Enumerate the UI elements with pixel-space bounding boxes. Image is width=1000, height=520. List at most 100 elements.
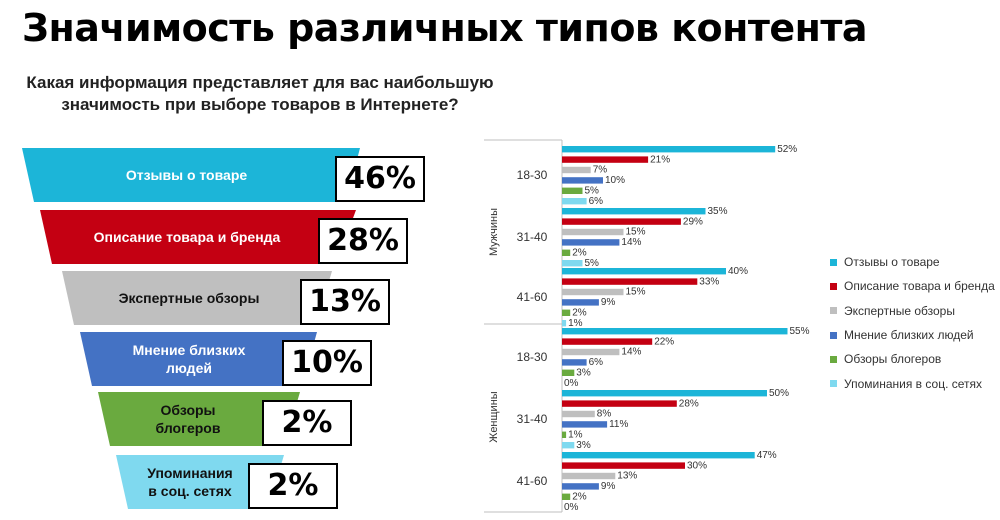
bar-value-label: 9%	[601, 481, 616, 492]
funnel-label: Упоминания в соц. сетях	[80, 464, 300, 500]
funnel-segment	[98, 392, 300, 446]
bar-value-label: 15%	[626, 227, 646, 238]
bar-value-label: 55%	[790, 326, 810, 337]
bar-value-label: 29%	[683, 216, 703, 227]
bar	[562, 228, 624, 236]
legend-item: Экспертные обзоры	[830, 299, 995, 323]
funnel-label-line: в соц. сетях	[148, 483, 232, 499]
funnel-percent-box: 13%	[300, 279, 390, 325]
funnel-label-line: Экспертные обзоры	[118, 290, 260, 306]
age-label: 31-40	[517, 412, 548, 426]
bar-value-label: 2%	[572, 492, 587, 503]
funnel-label-line: Описание товара и бренда	[93, 229, 281, 245]
gender-label: Мужчины	[488, 208, 500, 256]
bar-value-label: 52%	[777, 144, 797, 155]
bar	[562, 288, 624, 296]
funnel-segment	[22, 148, 360, 202]
question-line-1: Какая информация представляет для вас на…	[26, 73, 494, 92]
bar-value-label: 35%	[708, 206, 728, 217]
funnel-label-line: Упоминания	[147, 465, 233, 481]
question-line-2: значимость при выборе товаров в Интернет…	[61, 95, 459, 114]
bar-value-label: 8%	[597, 409, 612, 420]
bar	[562, 218, 681, 225]
funnel-segment	[80, 332, 317, 386]
bar	[562, 431, 567, 438]
funnel-percent-box: 46%	[335, 156, 425, 202]
funnel-label: Обзоры блогеров	[78, 401, 298, 437]
bar-value-label: 7%	[593, 165, 608, 176]
legend-label: Обзоры блогеров	[844, 352, 942, 367]
legend-item: Упоминания в соц. сетях	[830, 371, 995, 395]
legend-item: Обзоры блогеров	[830, 347, 995, 371]
legend-swatch	[830, 282, 837, 290]
legend-swatch	[830, 380, 837, 388]
bar-value-label: 0%	[564, 378, 579, 389]
funnel-label: Мнение близких людей	[79, 341, 299, 377]
bar-value-label: 3%	[576, 440, 591, 451]
bar	[562, 268, 726, 275]
legend-label: Упоминания в соц. сетях	[844, 376, 982, 391]
legend-label: Описание товара и бренда	[844, 279, 995, 294]
bar	[562, 400, 677, 407]
funnel-percent-box: 10%	[282, 340, 372, 386]
bar	[562, 442, 575, 449]
bar	[562, 299, 599, 306]
bar-value-label: 14%	[621, 237, 641, 248]
age-label: 41-60	[517, 474, 548, 488]
bar	[562, 328, 788, 335]
bar	[562, 187, 583, 194]
bar	[562, 156, 649, 163]
funnel-label: Описание товара и бренда	[77, 228, 297, 246]
funnel-percent-box: 2%	[248, 463, 338, 509]
bar	[562, 483, 599, 490]
bar-value-label: 3%	[576, 368, 591, 379]
bar-value-label: 14%	[621, 347, 641, 358]
page-title: Значимость различных типов контента	[22, 6, 868, 50]
funnel-percent-box: 28%	[318, 218, 408, 264]
gender-label: Женщины	[488, 391, 500, 442]
bar-value-label: 10%	[605, 175, 625, 186]
bar-value-label: 40%	[728, 266, 748, 277]
bar	[562, 338, 653, 345]
chart-legend: Отзывы о товаре Описание товара и бренда Э…	[830, 250, 995, 396]
bar-value-label: 11%	[609, 419, 628, 430]
bar	[562, 239, 620, 246]
bar-value-label: 2%	[572, 248, 587, 259]
funnel-percent-box: 2%	[262, 400, 352, 446]
bar	[562, 278, 698, 285]
bar	[562, 348, 620, 356]
bar-value-label: 1%	[568, 430, 583, 441]
bar	[562, 198, 587, 205]
age-label: 41-60	[517, 290, 548, 304]
bar	[562, 369, 575, 376]
age-label: 31-40	[517, 230, 548, 244]
legend-item: Описание товара и бренда	[830, 274, 995, 298]
funnel-label-line: блогеров	[155, 420, 221, 436]
age-label: 18-30	[517, 350, 548, 364]
funnel-label-line: людей	[166, 360, 212, 376]
funnel-label-line: Отзывы о товаре	[125, 167, 248, 183]
bar-value-label: 30%	[687, 460, 707, 471]
bar-value-label: 6%	[589, 196, 604, 207]
bar-value-label: 9%	[601, 297, 616, 308]
bar	[562, 146, 776, 153]
funnel-segment	[62, 271, 332, 325]
bar-value-label: 50%	[769, 388, 789, 399]
legend-label: Экспертные обзоры	[844, 303, 955, 318]
bar	[562, 260, 583, 267]
bar-value-label: 5%	[585, 258, 600, 269]
funnel-label-line: Мнение близких	[132, 342, 246, 358]
bar	[562, 472, 616, 480]
legend-item: Мнение близких людей	[830, 323, 995, 347]
bar	[562, 410, 595, 418]
bar	[562, 452, 755, 459]
bar	[562, 493, 571, 500]
bar	[562, 462, 685, 469]
bar-value-label: 5%	[585, 186, 600, 197]
bar-value-label: 6%	[589, 357, 604, 368]
survey-question: Какая информация представляет для вас на…	[0, 72, 520, 116]
bar-value-label: 1%	[568, 318, 583, 329]
bar-value-label: 15%	[626, 287, 646, 298]
bar	[562, 208, 706, 215]
